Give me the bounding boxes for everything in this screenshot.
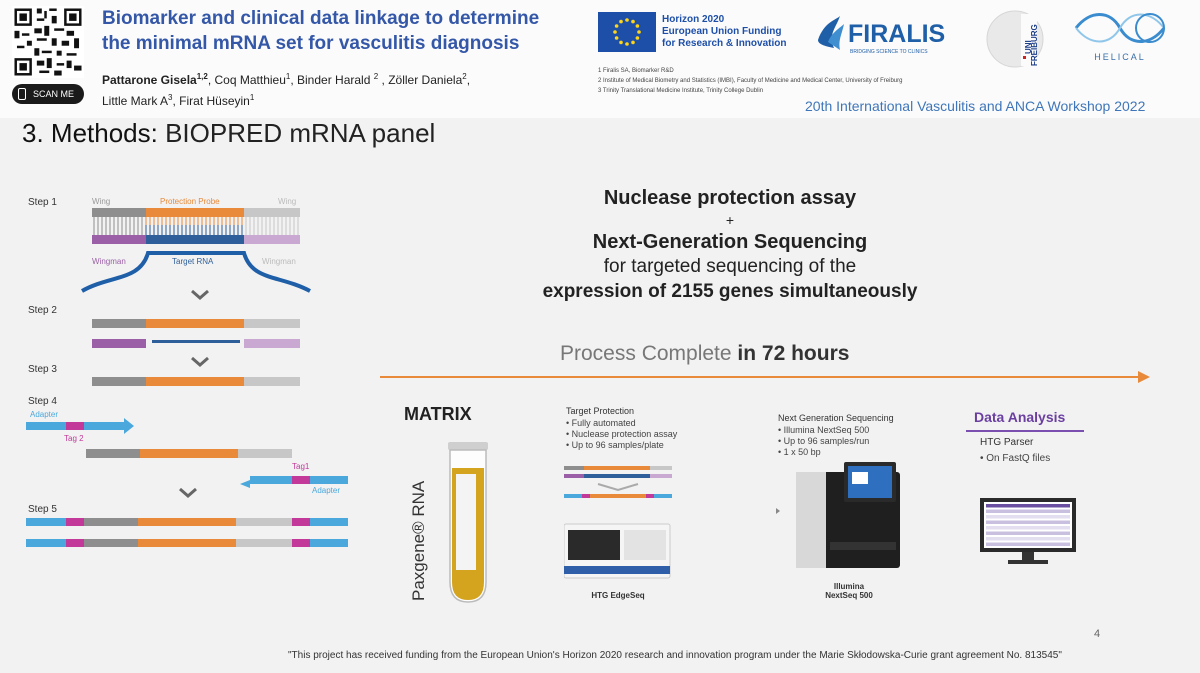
step3-label: Step 3 — [28, 364, 57, 375]
ngs-list: Illumina NextSeq 500 Up to 96 samples/ru… — [778, 425, 870, 458]
workshop-title: 20th International Vasculitis and ANCA W… — [805, 98, 1146, 114]
adapter-label-left: Adapter — [30, 410, 58, 419]
illumina-nextseq-instrument-icon[interactable] — [790, 462, 906, 570]
svg-text:Paxgene® RNA: Paxgene® RNA — [409, 480, 428, 601]
section-title: 3. Methods: BIOPRED mRNA panel — [22, 118, 436, 148]
illumina-caption: Illumina NextSeq 500 — [825, 582, 873, 600]
target-rna-label: Target RNA — [172, 257, 214, 266]
step1-label: Step 1 — [28, 197, 57, 208]
target-protection-list: Fully automated Nuclease protection assa… — [566, 418, 678, 451]
svg-text:FIRALIS: FIRALIS — [848, 20, 945, 48]
author-name: Binder Harald 2 — [297, 72, 379, 87]
arrow-head-icon — [1138, 371, 1150, 383]
scan-me-badge[interactable]: SCAN ME — [12, 84, 84, 104]
step5-bar-1 — [26, 518, 348, 526]
author-name: Pattarone Gisela1,2 — [102, 72, 208, 87]
down-chevron-icon-1 — [191, 289, 209, 300]
method-headline: Nuclease protection assay + Next-Generat… — [542, 187, 918, 302]
svg-text:UNI: UNI — [1024, 40, 1033, 54]
wingman-label-right: Wingman — [262, 257, 296, 266]
qr-code[interactable] — [12, 6, 84, 78]
step2-label: Step 2 — [28, 305, 57, 316]
author-name: Little Mark A3 — [102, 93, 173, 108]
target-protection-title: Target Protection — [566, 406, 635, 416]
funding-footnote: "This project has received funding from … — [288, 650, 1062, 661]
data-analysis-list: On FastQ files — [980, 453, 1050, 464]
htg-edgeseq-caption: HTG EdgeSeq — [591, 591, 645, 600]
author-name: Firat Hüseyin1 — [179, 93, 255, 108]
tag1-label: Tag1 — [292, 462, 310, 471]
matrix-title: MATRIX — [404, 404, 472, 424]
poster-header: SCAN ME Biomarker and clinical data link… — [0, 0, 1200, 118]
uni-freiburg-logo: UNI FREIBURG — [986, 10, 1044, 68]
poster-title: Biomarker and clinical data linkage to d… — [102, 8, 540, 54]
step5-label: Step 5 — [28, 504, 57, 515]
wing-label-right: Wing — [278, 197, 296, 206]
eu-funding-label: Horizon 2020 European Union Funding for … — [662, 14, 787, 49]
down-chevron-icon-2 — [191, 356, 209, 367]
paxgene-label: Paxgene® RNA — [409, 480, 428, 601]
paxgene-tube-icon — [448, 442, 488, 603]
svg-text:HELICAL: HELICAL — [1094, 52, 1146, 62]
data-analysis-title: Data Analysis — [974, 409, 1066, 425]
helical-logo: HELICAL — [1074, 13, 1166, 62]
adapter-label-right: Adapter — [312, 486, 340, 495]
data-analysis-underline — [966, 430, 1084, 432]
down-chevron-icon-3 — [179, 487, 197, 498]
affiliations: 1 Firalis SA, Biomarker R&D 2 Institute … — [598, 68, 903, 94]
step4-label: Step 4 — [28, 396, 57, 407]
htg-parser-label: HTG Parser — [980, 437, 1034, 448]
process-arrow — [380, 376, 1142, 378]
tag2-label: Tag 2 — [64, 434, 84, 443]
author-name: Zöller Daniela2 — [388, 72, 467, 87]
target-protection-illustration — [564, 466, 672, 498]
monitor-table-icon[interactable] — [978, 496, 1078, 568]
wingman-label-left: Wingman — [92, 257, 126, 266]
steps-diagram: Step 1 Wing Protection Probe Wing Wingma… — [26, 197, 348, 547]
author-name: Coq Matthieu1 — [214, 72, 291, 87]
author-list: Pattarone Gisela1,2, Coq Matthieu1, Bind… — [102, 72, 471, 108]
page-number: 4 — [1094, 628, 1101, 640]
firalis-logo: FIRALIS BRIDGING SCIENCE TO CLINICS — [818, 16, 945, 55]
ngs-title: Next Generation Sequencing — [778, 413, 894, 423]
svg-text:BRIDGING SCIENCE TO CLINICS: BRIDGING SCIENCE TO CLINICS — [850, 49, 928, 55]
svg-text:FREIBURG: FREIBURG — [1030, 24, 1039, 66]
htg-edgeseq-instrument-icon[interactable] — [564, 520, 672, 582]
process-label: Process Complete in 72 hours — [560, 342, 850, 365]
phone-icon — [18, 88, 26, 100]
small-arrow-icon — [776, 508, 780, 514]
protection-probe-label: Protection Probe — [160, 197, 220, 206]
wing-label-left: Wing — [92, 197, 110, 206]
step5-bar-2 — [26, 539, 348, 547]
eu-flag-icon — [598, 12, 656, 52]
